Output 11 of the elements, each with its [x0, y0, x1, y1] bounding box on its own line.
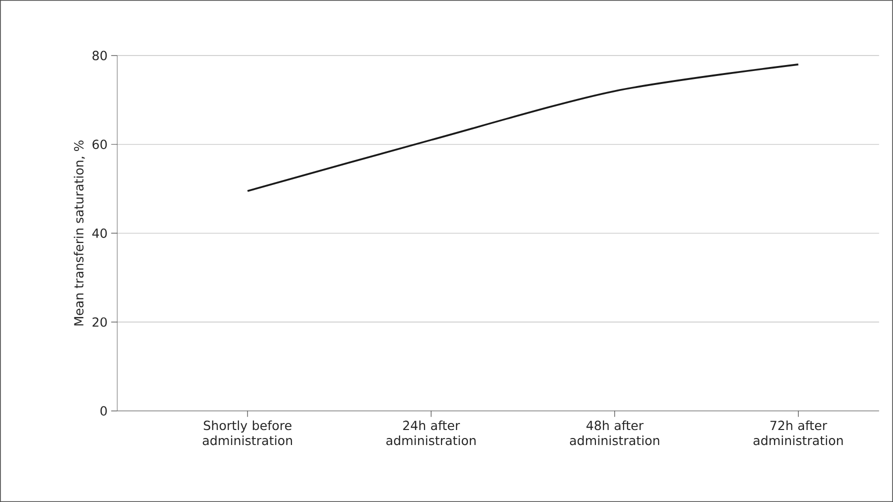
y-tick-label: 60 [92, 140, 107, 150]
x-tick-label: Shortly before administration [202, 420, 292, 446]
x-tick-label: 48h after administration [570, 420, 660, 446]
y-tick-label: 40 [92, 228, 107, 238]
y-axis-title: Mean transferin saturation, % [74, 140, 85, 326]
y-tick-label: 0 [100, 406, 107, 416]
y-tick-label: 80 [92, 50, 107, 60]
line-series [246, 64, 800, 192]
y-tick-label: 20 [92, 317, 107, 327]
x-tick-label: 24h after administration [386, 420, 476, 446]
x-tick-label: 72h after administration [754, 420, 843, 446]
